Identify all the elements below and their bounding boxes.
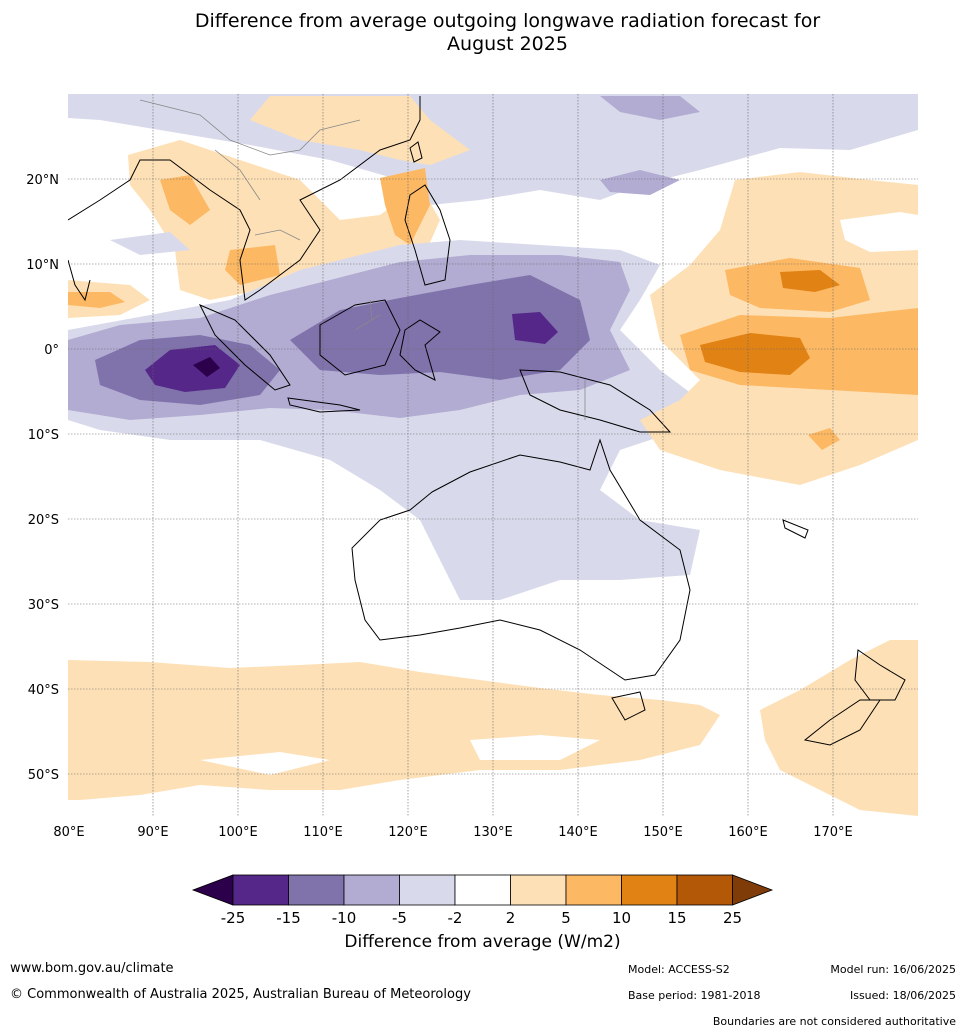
positive-anomaly-pacific-dark-south	[700, 333, 810, 375]
lon-tick-label: 140°E	[558, 825, 598, 840]
lon-tick-label: 160°E	[728, 825, 768, 840]
lat-tick-label: 40°S	[28, 683, 59, 698]
new-caledonia-coastline	[782, 519, 809, 539]
negative-anomaly-core-west	[145, 345, 240, 392]
lat-tick-label: 50°S	[28, 768, 59, 783]
lat-tick-label: 10°N	[26, 258, 59, 273]
colorbar-swatch	[232, 874, 289, 906]
colorbar-swatch	[510, 874, 567, 906]
base-period: Base period: 1981-2018	[628, 989, 761, 1002]
colorbar-tick-label: 5	[561, 909, 571, 927]
website-link[interactable]: www.bom.gov.au/climate	[10, 961, 174, 976]
lon-tick-label: 80°E	[53, 825, 84, 840]
lon-tick-label: 90°E	[137, 825, 168, 840]
lon-tick-label: 100°E	[218, 825, 258, 840]
nz-south-island-coastline	[803, 699, 881, 746]
taiwan-coastline	[409, 141, 423, 163]
boundaries-disclaimer: Boundaries are not considered authoritat…	[712, 1015, 956, 1028]
colorbar-tick-labels: -25 -15 -10 -5 -2 2 5 10 15 25	[221, 909, 742, 927]
lon-tick-label: 120°E	[388, 825, 428, 840]
lat-tick-label: 10°S	[28, 428, 59, 443]
positive-anomaly-pacific-dark-north	[780, 270, 840, 292]
colorbar-tick-label: -10	[332, 909, 357, 927]
coastline-group	[68, 96, 906, 746]
lat-tick-label: 0°	[44, 343, 59, 358]
borneo-coastline	[319, 299, 401, 376]
negative-anomaly-indonesia-strong	[290, 275, 590, 380]
map-plot-area	[68, 94, 918, 816]
india-coastline	[68, 259, 91, 302]
colorbar-tick-label: 10	[612, 909, 631, 927]
lon-tick-labels: 80°E 90°E 100°E 110°E 120°E 130°E 140°E …	[53, 825, 852, 840]
colorbar-tick-label: 25	[723, 909, 742, 927]
colorbar-extend-low	[191, 874, 234, 906]
colorbar-swatch	[454, 874, 511, 906]
colorbar-title: Difference from average (W/m2)	[344, 932, 621, 952]
colorbar-swatch	[288, 874, 345, 906]
negative-anomaly-north-dark	[600, 96, 700, 120]
colorbar-swatch	[399, 874, 456, 906]
colorbar-tick-label: -15	[276, 909, 301, 927]
colorbar-tick-label: -2	[448, 909, 463, 927]
colorbar-swatch	[565, 874, 622, 906]
colorbar-extend-high	[732, 874, 774, 906]
lat-tick-label: 20°N	[26, 173, 59, 188]
colorbar-swatch	[621, 874, 678, 906]
map-gridlines	[68, 94, 918, 816]
white-gap-southern-ocean	[200, 752, 330, 775]
java-coastline	[287, 397, 361, 413]
sumatra-coastline	[198, 304, 291, 391]
title-line-1: Difference from average outgoing longwav…	[194, 10, 821, 32]
lon-tick-label: 150°E	[643, 825, 683, 840]
mainland-borders	[139, 99, 361, 241]
country-borders	[139, 99, 586, 420]
map-title: Difference from average outgoing longwav…	[0, 10, 965, 56]
lon-tick-label: 170°E	[813, 825, 853, 840]
positive-anomaly-indochina-dark	[160, 175, 210, 225]
colorbar-tick-label: -25	[221, 909, 246, 927]
colorbar-swatch	[676, 874, 733, 906]
model-run-date: Model run: 16/06/2025	[830, 963, 956, 976]
sulawesi-coastline	[399, 319, 441, 381]
negative-anomaly-core-west-center	[193, 357, 220, 377]
negative-anomaly-north-dark-2	[600, 170, 680, 195]
new-guinea-coastline	[519, 369, 672, 433]
positive-anomaly-indochina-dark-2	[225, 245, 280, 285]
issued-date: Issued: 18/06/2025	[849, 989, 956, 1002]
colorbar	[191, 874, 774, 906]
lat-tick-label: 20°S	[28, 513, 59, 528]
white-gap-southern-ocean-2	[470, 735, 600, 760]
positive-anomaly-coral-sea-spot	[808, 428, 840, 450]
positive-anomaly-scs-dark	[380, 168, 430, 245]
positive-anomaly-new-zealand	[760, 640, 918, 816]
colorbar-tick-label: -5	[392, 909, 407, 927]
nz-north-island-coastline	[854, 649, 906, 701]
australia-coastline	[351, 438, 691, 681]
lon-tick-label: 130°E	[473, 825, 513, 840]
copyright-text: © Commonwealth of Australia 2025, Austra…	[10, 987, 471, 1002]
model-name: Model: ACCESS-S2	[628, 963, 730, 976]
negative-anomaly-central-north	[110, 232, 190, 255]
asia-mainland-coastline	[68, 96, 421, 301]
colorbar-swatch	[343, 874, 400, 906]
colorbar-tick-label: 2	[506, 909, 516, 927]
positive-anomaly-pacific-white-gap	[840, 212, 918, 252]
borneo-border	[354, 299, 381, 331]
colorbar-tick-label: 15	[667, 909, 686, 927]
title-line-2: August 2025	[447, 33, 568, 55]
philippines-coastline	[404, 184, 451, 286]
negative-anomaly-core-east	[512, 312, 558, 344]
tasmania-coastline	[611, 691, 646, 721]
lat-tick-labels: 20°N 10°N 0° 10°S 20°S 30°S 40°S 50°S	[26, 173, 59, 783]
positive-anomaly-north-1	[250, 96, 470, 165]
lat-tick-label: 30°S	[28, 598, 59, 613]
lon-tick-label: 110°E	[303, 825, 343, 840]
